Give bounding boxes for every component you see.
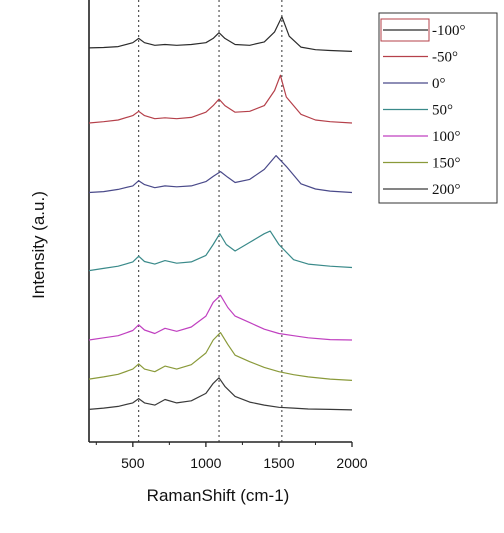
- x-axis-ticks: 500 1000 1500 2000: [95, 442, 368, 471]
- legend: -100° -50° 0° 50° 100° 150° 200°: [378, 12, 498, 204]
- legend-highlight: [380, 18, 430, 42]
- legend-label: 0°: [432, 76, 446, 92]
- series-line: [88, 155, 353, 194]
- legend-box: [378, 12, 498, 204]
- x-tick-label: 1500: [263, 455, 294, 471]
- series-line: [88, 294, 353, 341]
- x-tick-label: 1000: [190, 455, 221, 471]
- series-line: [88, 230, 353, 272]
- legend-label: 150°: [432, 156, 461, 172]
- legend-label: 100°: [432, 129, 461, 145]
- y-axis-title: Intensity (a.u.): [29, 191, 48, 299]
- series-line: [88, 16, 353, 52]
- series-line: [88, 74, 353, 124]
- series-line: [88, 332, 353, 381]
- reference-lines: [138, 0, 283, 442]
- legend-label: -50°: [432, 50, 458, 66]
- series-line: [88, 377, 353, 411]
- x-tick-label: 500: [121, 455, 145, 471]
- legend-label: 200°: [432, 182, 461, 198]
- series-lines: [88, 16, 353, 411]
- x-axis-title: RamanShift (cm-1): [147, 486, 290, 505]
- plot-frame: [88, 0, 352, 443]
- x-tick-label: 2000: [336, 455, 367, 471]
- legend-label: -100°: [432, 23, 466, 39]
- legend-label: 50°: [432, 103, 453, 119]
